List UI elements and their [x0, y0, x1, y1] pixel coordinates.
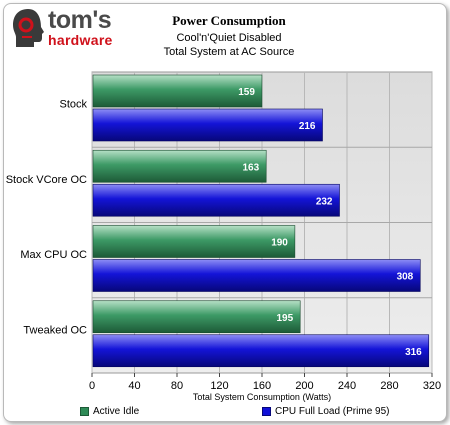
- category-label-max-cpu-oc: Max CPU OC: [20, 249, 87, 261]
- bar-cpu-full-load-prime-95-max-cpu-oc: [92, 259, 421, 292]
- brand-logo: tom's hardware: [10, 6, 140, 53]
- chart-frame: tom's hardware Power Consumption Cool'n'…: [3, 3, 447, 422]
- bar-active-idle-max-cpu-oc: [92, 225, 296, 258]
- chart-title: Power Consumption: [172, 13, 286, 28]
- legend-swatch-active-idle: [80, 407, 89, 416]
- x-tick-label: 280: [380, 380, 398, 392]
- data-label-active-idle-tweaked-oc: 195: [277, 313, 294, 324]
- bar-active-idle-stock: [92, 74, 263, 108]
- chart-subtitle-2: Total System at AC Source: [163, 46, 295, 58]
- x-tick-label: 200: [295, 380, 313, 392]
- x-tick-label: 0: [89, 380, 95, 392]
- bar-cpu-full-load-prime-95-tweaked-oc: [92, 334, 430, 368]
- data-label-active-idle-max-cpu-oc: 190: [271, 238, 288, 249]
- x-tick-label: 120: [210, 380, 228, 392]
- data-label-cpu-full-load-prime-95-stock-vcore-oc: 232: [316, 196, 333, 207]
- category-label-tweaked-oc: Tweaked OC: [23, 324, 87, 336]
- x-axis-title: Total System Consumption (Watts): [193, 392, 331, 402]
- bar-active-idle-stock-vcore-oc: [92, 149, 267, 183]
- category-label-stock: Stock: [59, 99, 87, 111]
- x-tick-label: 320: [423, 380, 441, 392]
- bar-cpu-full-load-prime-95-stock-vcore-oc: [92, 183, 340, 217]
- chart-subtitle-1: Cool'n'Quiet Disabled: [176, 32, 282, 44]
- bar-chart: 0 40 80 120 160 200 240 280 320 Stock 159 216 Stock …: [6, 71, 441, 402]
- head-silhouette-icon: [13, 9, 44, 47]
- data-label-active-idle-stock-vcore-oc: 163: [243, 162, 260, 173]
- x-tick-label: 80: [171, 380, 183, 392]
- legend-swatch-cpu-full-load: [262, 407, 271, 416]
- category-label-stock-vcore-oc: Stock VCore OC: [6, 174, 87, 186]
- bar-cpu-full-load-prime-95-stock: [92, 108, 323, 142]
- x-tick-label: 160: [253, 380, 271, 392]
- legend-item-cpu-full-load: CPU Full Load (Prime 95): [262, 406, 389, 417]
- x-tick-label: 240: [338, 380, 356, 392]
- data-label-cpu-full-load-prime-95-tweaked-oc: 316: [405, 347, 422, 358]
- legend-item-active-idle: Active Idle: [80, 406, 139, 417]
- logo-main-text: tom's: [48, 6, 112, 34]
- bar-active-idle-tweaked-oc: [92, 300, 301, 334]
- data-label-active-idle-stock: 159: [238, 87, 255, 98]
- data-label-cpu-full-load-prime-95-max-cpu-oc: 308: [397, 272, 414, 283]
- data-label-cpu-full-load-prime-95-stock: 216: [299, 121, 316, 132]
- legend-label-active-idle: Active Idle: [93, 406, 140, 417]
- logo-sub-text: hardware: [48, 32, 113, 48]
- x-tick-label: 40: [128, 380, 140, 392]
- legend-label-cpu-full-load: CPU Full Load (Prime 95): [275, 406, 390, 417]
